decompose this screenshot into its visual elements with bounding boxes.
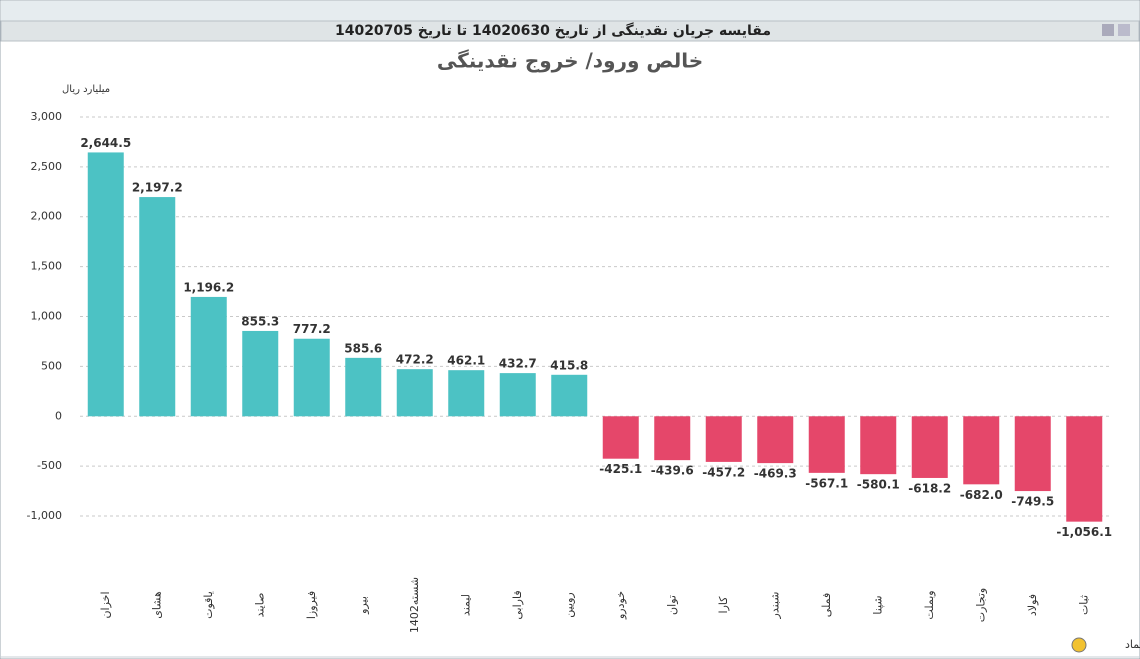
value-label: -469.3 xyxy=(754,467,797,481)
bar xyxy=(190,296,227,417)
header: مقایسه جریان نقدینگی از تاریخ 14020630 ت… xyxy=(335,22,771,39)
x-tick-label: فارابی xyxy=(511,590,524,619)
value-label: 585.6 xyxy=(344,341,382,355)
y-tick-label: 3,000 xyxy=(31,110,63,123)
value-label: 472.2 xyxy=(396,353,434,367)
x-tick-label: توان xyxy=(665,595,678,615)
y-tick-label: 2,500 xyxy=(31,160,63,173)
value-label: 462.1 xyxy=(447,354,485,368)
x-tick-label: شپنا xyxy=(871,595,884,614)
bar xyxy=(293,338,330,417)
value-label: 1,196.2 xyxy=(183,280,234,294)
bar xyxy=(757,416,794,464)
value-label: 432.7 xyxy=(499,357,537,371)
value-label: 415.8 xyxy=(550,358,588,372)
bar xyxy=(242,330,279,417)
bar xyxy=(551,374,588,417)
bar xyxy=(1014,416,1051,492)
value-label: -682.0 xyxy=(960,488,1003,502)
x-tick-label: لیمند xyxy=(459,594,472,616)
value-label: 2,644.5 xyxy=(80,136,131,150)
value-label: -567.1 xyxy=(805,476,848,490)
y-tick-label: 0 xyxy=(55,409,62,422)
x-tick-label: اخزان xyxy=(99,591,112,618)
x-tick-label: فولاد xyxy=(1026,594,1039,616)
toolbar xyxy=(1,1,1139,21)
x-tick-label: صایند xyxy=(253,593,266,618)
value-label: -425.1 xyxy=(599,462,642,476)
x-tick-label: یاقوت xyxy=(202,591,215,619)
y-tick-label: 1,500 xyxy=(31,260,63,273)
bar xyxy=(448,370,485,417)
value-label: -1,056.1 xyxy=(1056,525,1112,539)
value-label: 855.3 xyxy=(241,314,279,328)
print-icon[interactable] xyxy=(1102,24,1114,36)
bar xyxy=(396,369,433,417)
bar xyxy=(911,416,948,478)
x-tick-label: هشای xyxy=(150,591,163,619)
x-tick-label: خودرو xyxy=(614,591,627,620)
x-tick-label: فیروزا xyxy=(305,591,318,619)
x-tick-label: شبندر xyxy=(768,592,781,620)
export-icon[interactable] xyxy=(1118,24,1130,36)
x-tick-label: رویین xyxy=(562,592,575,617)
bar xyxy=(808,416,845,473)
bar xyxy=(345,357,382,417)
x-tick-label: ثبات xyxy=(1077,595,1090,615)
value-label: -749.5 xyxy=(1011,495,1054,509)
x-tick-label: فملی xyxy=(820,593,833,617)
bar xyxy=(602,416,639,459)
x-tick-label: شسته1402 xyxy=(408,577,421,633)
bar xyxy=(963,416,1000,485)
refresh-icon[interactable] xyxy=(1071,637,1087,653)
bar xyxy=(87,152,124,417)
bar xyxy=(1066,416,1103,522)
bar xyxy=(499,373,536,417)
y-tick-label: -1,000 xyxy=(27,509,62,522)
y-tick-label: 500 xyxy=(41,359,62,372)
y-tick-label: 1,000 xyxy=(31,310,63,323)
value-label: -439.6 xyxy=(651,464,694,478)
value-label: -618.2 xyxy=(908,481,951,495)
x-tick-label: وبملت xyxy=(923,590,936,619)
value-label: 777.2 xyxy=(293,322,331,336)
x-tick-label: وتجارت xyxy=(974,588,987,623)
y-tick-label: 2,000 xyxy=(31,210,63,223)
value-label: -580.1 xyxy=(857,478,900,492)
bar xyxy=(139,197,176,417)
value-label: -457.2 xyxy=(702,465,745,479)
bar xyxy=(860,416,897,475)
chart-title: خالص ورود/ خروج نقدینگی xyxy=(437,49,703,73)
x-tick-label: بیرو xyxy=(356,596,369,615)
bar xyxy=(705,416,742,462)
value-label: 2,197.2 xyxy=(132,181,183,195)
x-tick-label: کارا xyxy=(717,596,730,614)
x-axis-label: نماد xyxy=(1125,638,1140,651)
y-axis-label: میلیارد ریال xyxy=(62,84,110,95)
y-tick-label: -500 xyxy=(37,459,62,472)
header-bar xyxy=(0,20,1140,42)
bar xyxy=(654,416,691,461)
